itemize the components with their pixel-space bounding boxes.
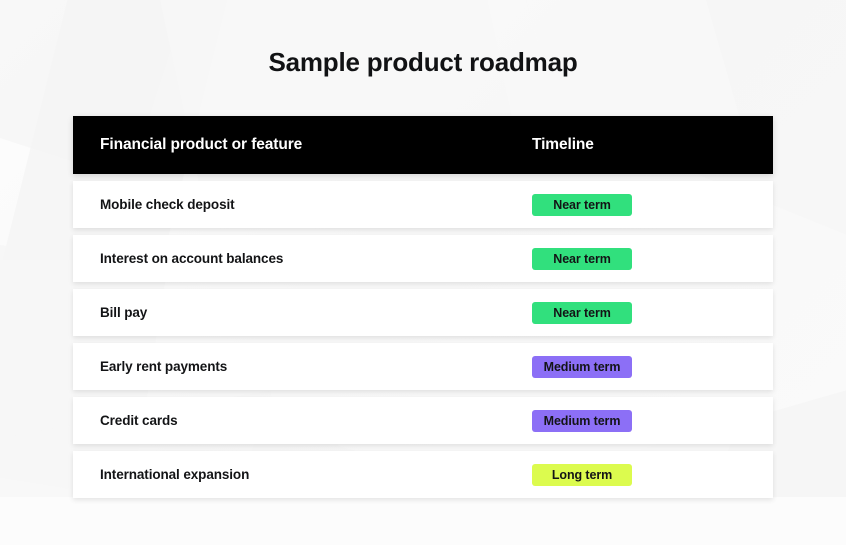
column-header-feature: Financial product or feature <box>100 136 303 153</box>
table-row[interactable]: Mobile check deposit Near term <box>73 181 773 228</box>
status-badge: Medium term <box>532 355 632 378</box>
feature-label: Early rent payments <box>100 359 228 374</box>
feature-label: International expansion <box>100 467 250 482</box>
table-body: Mobile check deposit Near term Interest … <box>73 174 773 498</box>
table-row[interactable]: Interest on account balances Near term <box>73 235 773 282</box>
table-row[interactable]: Early rent payments Medium term <box>73 343 773 390</box>
table-row[interactable]: International expansion Long term <box>73 451 773 498</box>
timeline-cell: Near term <box>532 247 773 270</box>
table-row[interactable]: Bill pay Near term <box>73 289 773 336</box>
status-badge: Long term <box>532 463 632 486</box>
feature-label: Interest on account balances <box>100 251 284 266</box>
table-header-row: Financial product or feature Timeline <box>73 116 773 174</box>
table-row[interactable]: Credit cards Medium term <box>73 397 773 444</box>
background-band <box>0 497 846 545</box>
timeline-cell: Near term <box>532 301 773 324</box>
status-badge: Near term <box>532 301 632 324</box>
page-title: Sample product roadmap <box>268 47 578 77</box>
feature-label: Mobile check deposit <box>100 197 235 212</box>
status-badge: Medium term <box>532 409 632 432</box>
status-badge: Near term <box>532 193 632 216</box>
status-badge: Near term <box>532 247 632 270</box>
feature-label: Bill pay <box>100 305 148 320</box>
timeline-cell: Medium term <box>532 409 773 432</box>
roadmap-table: Financial product or feature Timeline Mo… <box>73 116 773 498</box>
column-header-timeline: Timeline <box>532 136 594 153</box>
timeline-cell: Medium term <box>532 355 773 378</box>
timeline-cell: Long term <box>532 463 773 486</box>
feature-label: Credit cards <box>100 413 178 428</box>
timeline-cell: Near term <box>532 193 773 216</box>
